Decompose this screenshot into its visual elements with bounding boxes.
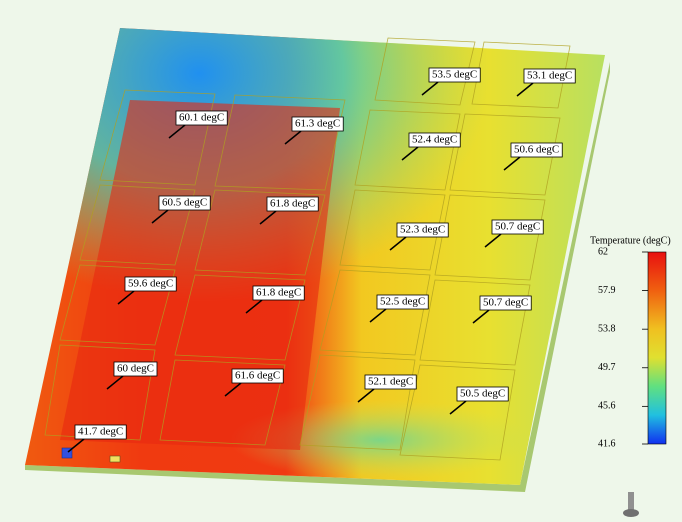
probe-label: 41.7 degC — [78, 426, 123, 438]
leader-line — [106, 375, 124, 390]
probe-label: 53.5 degC — [432, 69, 477, 81]
leader-line — [369, 308, 387, 323]
probe-label: 61.8 degC — [270, 198, 315, 210]
probe: 50.6 degC — [503, 142, 563, 171]
probe: 52.1 degC — [357, 374, 417, 403]
leader-line — [484, 233, 502, 248]
probe-label: 60.5 degC — [162, 197, 207, 209]
colorbar-tick-label: 53.8 — [598, 323, 616, 334]
probe-box — [396, 222, 449, 238]
probe-box — [231, 368, 284, 384]
probe: 60 degC — [106, 361, 158, 390]
probe: 52.3 degC — [389, 222, 449, 251]
probe-label: 52.5 degC — [380, 296, 425, 308]
probe-box — [479, 295, 532, 311]
probe-label: 53.1 degC — [527, 70, 572, 82]
probe-label: 61.6 degC — [235, 370, 280, 382]
probe: 50.7 degC — [472, 295, 532, 324]
probe-box — [124, 276, 177, 292]
colorbar: Temperature (degC) 62 57.9 53.8 49.7 45.6 41.… — [590, 235, 671, 449]
probe: 53.1 degC — [516, 68, 576, 97]
probe-box — [408, 132, 461, 148]
probe: 61.6 degC — [224, 368, 284, 397]
probe-box — [376, 294, 429, 310]
colorbar-tick-label: 41.6 — [598, 438, 616, 449]
board — [25, 28, 610, 492]
leader-line — [259, 210, 277, 225]
probe-box — [291, 116, 344, 132]
leader-line — [67, 438, 85, 453]
leader-line — [503, 156, 521, 171]
probe: 52.4 degC — [401, 132, 461, 161]
colorbar-tick-label: 45.6 — [598, 401, 616, 412]
probe-label: 50.5 degC — [460, 388, 505, 400]
leader-line — [401, 146, 419, 161]
leader-line — [168, 124, 186, 139]
probe-label: 59.6 degC — [128, 278, 173, 290]
probe-box — [456, 386, 509, 402]
leader-line — [284, 130, 302, 145]
leader-line — [389, 236, 407, 251]
colorbar-bar — [647, 251, 667, 445]
leader-line — [472, 309, 490, 324]
leader-line — [224, 382, 242, 397]
probe: 53.5 degC — [421, 67, 481, 96]
probe-label: 52.4 degC — [412, 134, 457, 146]
probe-box — [113, 361, 158, 377]
probe-box — [523, 68, 576, 84]
probe-box — [364, 374, 417, 390]
axis-triad — [623, 492, 639, 517]
colorbar-title: Temperature (degC) — [590, 235, 671, 246]
probe-label: 61.3 degC — [295, 118, 340, 130]
leader-line — [516, 82, 534, 97]
probe: 61.8 degC — [245, 285, 305, 314]
probe-box — [266, 196, 319, 212]
probe-box — [158, 195, 211, 211]
probe-label: 60.1 degC — [179, 112, 224, 124]
leader-line — [421, 81, 439, 96]
probe-label: 61.8 degC — [256, 287, 301, 299]
probe: 60.5 degC — [151, 195, 211, 224]
probe-box — [74, 424, 127, 440]
probe: 50.7 degC — [484, 219, 544, 248]
probe-label: 52.3 degC — [400, 224, 445, 236]
probe-label: 50.6 degC — [514, 144, 559, 156]
colorbar-tick-label: 62 — [598, 246, 608, 257]
probe-labels: 53.5 degC 53.1 degC 60.1 degC 61.3 degC 52.4… — [67, 67, 576, 453]
colorbar-tick-label: 57.9 — [598, 285, 616, 296]
leader-line — [357, 388, 375, 403]
probe: 60.1 degC — [168, 110, 228, 139]
probe-label: 52.1 degC — [368, 376, 413, 388]
leader-line — [245, 299, 263, 314]
leader-line — [117, 290, 135, 305]
probe-box — [491, 219, 544, 235]
leader-line — [151, 209, 169, 224]
probe: 52.5 degC — [369, 294, 429, 323]
probe-box — [252, 285, 305, 301]
leader-line — [449, 400, 467, 415]
probe: 59.6 degC — [117, 276, 177, 305]
colorbar-tick-label: 49.7 — [598, 362, 616, 373]
probe: 50.5 degC — [449, 386, 509, 415]
colorbar-ticks: 62 57.9 53.8 49.7 45.6 41.6 — [598, 246, 648, 449]
probe-box — [175, 110, 228, 126]
probe-label: 50.7 degC — [483, 297, 528, 309]
probe-label: 60 degC — [117, 363, 154, 375]
probe: 61.8 degC — [259, 196, 319, 225]
probe-box — [510, 142, 563, 158]
probe: 61.3 degC — [284, 116, 344, 145]
probe: 41.7 degC — [67, 424, 127, 453]
probe-box — [428, 67, 481, 83]
probe-label: 50.7 degC — [495, 221, 540, 233]
